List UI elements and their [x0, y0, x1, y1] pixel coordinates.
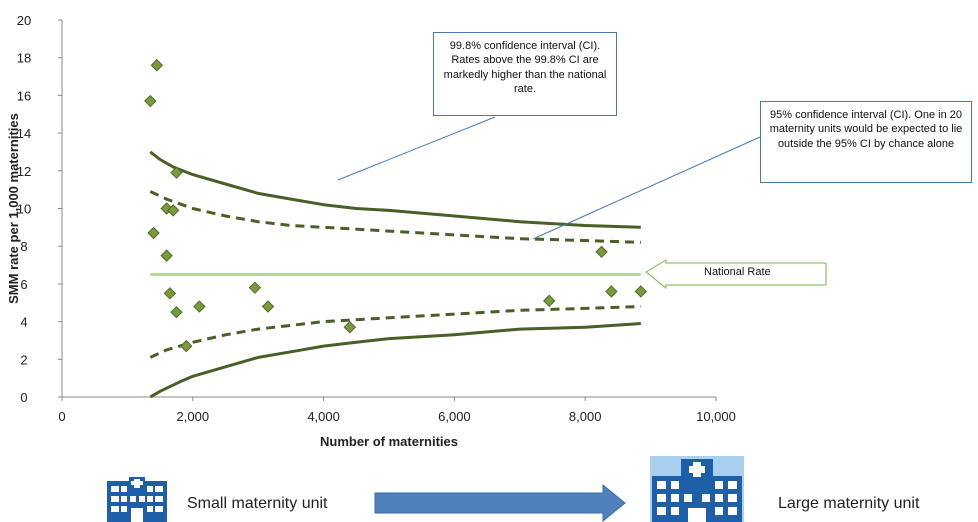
- large-unit-label: Large maternity unit: [778, 495, 920, 512]
- y-tick-label: 4: [20, 315, 27, 330]
- callout-leader-lines: [337, 116, 761, 240]
- y-axis-title: SMM rate per 1,000 maternities: [6, 113, 21, 304]
- y-tick-label: 0: [20, 390, 27, 405]
- y-tick-label: 8: [20, 239, 27, 254]
- large-hospital-icon: [650, 456, 744, 522]
- data-point: [170, 305, 183, 319]
- x-tick-label: 0: [58, 409, 65, 424]
- x-tick-label: 10,000: [696, 409, 736, 424]
- data-point: [150, 59, 164, 72]
- ci998-callout-text: 99.8% confidence interval (CI). Rates ab…: [443, 40, 607, 95]
- y-tick-label: 12: [17, 164, 31, 179]
- data-point: [595, 245, 608, 259]
- ci998-callout: 99.8% confidence interval (CI). Rates ab…: [433, 32, 617, 116]
- data-point: [147, 226, 160, 240]
- data-point: [248, 281, 262, 294]
- data-point: [144, 94, 157, 108]
- y-tick-label: 2: [20, 352, 27, 367]
- y-tick-label: 16: [17, 88, 31, 103]
- data-point: [160, 249, 173, 262]
- data-point: [634, 285, 647, 298]
- data-point: [543, 294, 556, 308]
- x-axis-title: Number of maternities: [320, 434, 458, 449]
- x-tick-label: 8,000: [569, 409, 602, 424]
- data-points: [144, 59, 647, 353]
- y-tick-label: 14: [17, 126, 31, 141]
- data-point: [170, 166, 183, 179]
- x-tick-label: 2,000: [177, 409, 210, 424]
- data-point: [261, 300, 275, 313]
- x-tick-label: 4,000: [307, 409, 340, 424]
- y-tick-label: 6: [20, 277, 27, 292]
- x-tick-label: 6,000: [438, 409, 471, 424]
- data-point: [605, 285, 618, 298]
- plot-axes: 0 2 4 6 8 10 12 14 16 18 20 0 2,000 4,000 6,000 8,000 10…: [6, 13, 736, 449]
- small-unit-label: Small maternity unit: [187, 495, 328, 512]
- ci95-callout: 95% confidence interval (CI). One in 20 …: [760, 101, 972, 183]
- y-tick-label: 18: [17, 51, 31, 66]
- ci95-callout-text: 95% confidence interval (CI). One in 20 …: [769, 109, 963, 150]
- ci95-lower-line: [149, 305, 641, 359]
- data-point: [166, 204, 180, 217]
- ci998-lower-line: [149, 322, 641, 399]
- y-tick-label: 20: [17, 13, 31, 28]
- ci998-leader-line: [337, 116, 496, 181]
- size-direction-arrow: [374, 483, 626, 522]
- data-point: [343, 321, 356, 334]
- ci95-upper-line: [149, 190, 641, 244]
- small-hospital-icon: [107, 477, 167, 522]
- national-rate-arrow: [645, 259, 827, 290]
- y-tick-label: 10: [17, 202, 31, 217]
- data-point: [193, 300, 206, 313]
- ci95-leader-line: [532, 136, 761, 240]
- national-rate-label: National Rate: [704, 266, 771, 278]
- data-point: [180, 339, 193, 353]
- data-point: [163, 287, 177, 300]
